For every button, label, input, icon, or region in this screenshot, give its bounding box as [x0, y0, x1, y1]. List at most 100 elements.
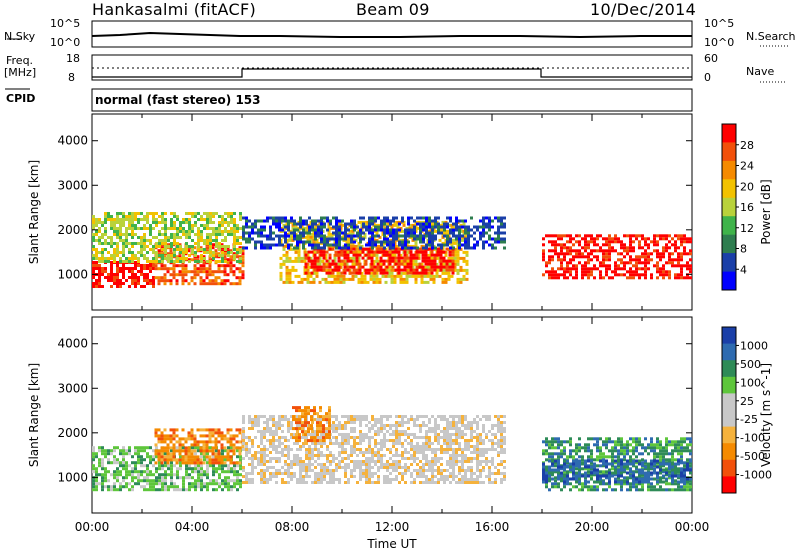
data-cell [227, 230, 230, 233]
data-cell [467, 439, 470, 442]
data-cell [181, 273, 185, 277]
data-cell [389, 246, 392, 250]
data-cell [226, 431, 230, 435]
data-cell [232, 461, 236, 465]
data-cell [337, 253, 341, 257]
data-cell [329, 243, 332, 247]
data-cell [281, 424, 284, 427]
data-cell [447, 256, 451, 260]
data-cell [443, 243, 446, 247]
data-cell [224, 449, 227, 453]
data-cell [239, 248, 242, 251]
data-cell [223, 273, 227, 277]
data-cell [364, 271, 368, 275]
data-cell [300, 256, 304, 260]
data-cell [401, 433, 404, 436]
data-cell [188, 227, 191, 230]
data-cell [422, 442, 425, 445]
data-cell [317, 246, 320, 250]
data-cell [315, 274, 319, 278]
data-cell [98, 458, 101, 462]
data-cell [188, 221, 191, 224]
data-cell [581, 273, 584, 277]
data-cell [650, 252, 653, 256]
data-cell [349, 247, 353, 251]
data-cell [92, 282, 95, 285]
data-cell [369, 274, 373, 278]
data-cell [205, 434, 209, 438]
data-cell [251, 463, 254, 466]
data-cell [351, 277, 355, 281]
data-cell [296, 463, 299, 466]
data-cell [134, 446, 137, 450]
data-cell [421, 256, 425, 260]
data-cell [269, 475, 272, 478]
data-cell [245, 240, 248, 244]
data-cell [425, 469, 428, 472]
data-cell [353, 466, 356, 469]
data-cell [223, 437, 227, 441]
data-cell [122, 242, 125, 245]
data-cell [266, 466, 269, 469]
data-cell [410, 442, 413, 445]
data-cell [152, 245, 155, 248]
data-cell [275, 219, 278, 223]
data-cell [461, 475, 464, 478]
data-cell [305, 448, 308, 451]
data-cell [413, 225, 416, 229]
data-cell [435, 268, 439, 272]
data-cell [371, 219, 374, 223]
data-cell [404, 448, 407, 451]
data-cell [415, 256, 419, 260]
data-cell [302, 466, 305, 469]
data-cell [305, 481, 308, 484]
data-cell [223, 255, 227, 259]
data-cell [401, 415, 404, 418]
data-cell [164, 242, 167, 245]
data-cell [416, 469, 419, 472]
data-cell [620, 252, 623, 256]
data-cell [269, 442, 272, 445]
data-cell [324, 262, 328, 266]
data-cell [269, 225, 272, 229]
data-cell [434, 454, 437, 457]
data-cell [303, 259, 307, 263]
data-cell [113, 488, 116, 492]
data-cell [354, 247, 358, 251]
data-cell [412, 271, 416, 275]
data-cell [272, 448, 275, 451]
data-cell [113, 470, 116, 474]
data-cell [437, 466, 440, 469]
data-cell [375, 232, 379, 236]
data-cell [375, 280, 379, 284]
data-cell [605, 252, 608, 256]
data-cell [389, 415, 392, 418]
data-cell [161, 221, 164, 224]
data-cell [370, 262, 374, 266]
data-cell [107, 276, 110, 279]
data-cell [422, 469, 425, 472]
data-cell [329, 454, 332, 457]
data-cell [182, 233, 185, 236]
data-cell [374, 472, 377, 475]
data-cell [149, 227, 152, 230]
data-cell [208, 270, 212, 274]
data-cell [290, 219, 293, 223]
data-cell [381, 274, 385, 278]
data-cell [545, 264, 548, 268]
data-cell [122, 455, 125, 459]
data-cell [239, 236, 242, 239]
freq-tick-bottom: 8 [68, 71, 75, 84]
data-cell [458, 240, 461, 244]
data-cell [444, 253, 448, 257]
data-cell [419, 240, 422, 244]
data-cell [325, 259, 329, 263]
data-cell [211, 279, 215, 283]
data-cell [275, 424, 278, 427]
data-cell [188, 473, 191, 477]
data-cell [338, 424, 341, 427]
data-cell [137, 227, 140, 230]
data-cell [614, 237, 617, 241]
data-cell [470, 427, 473, 430]
data-cell [617, 267, 620, 271]
